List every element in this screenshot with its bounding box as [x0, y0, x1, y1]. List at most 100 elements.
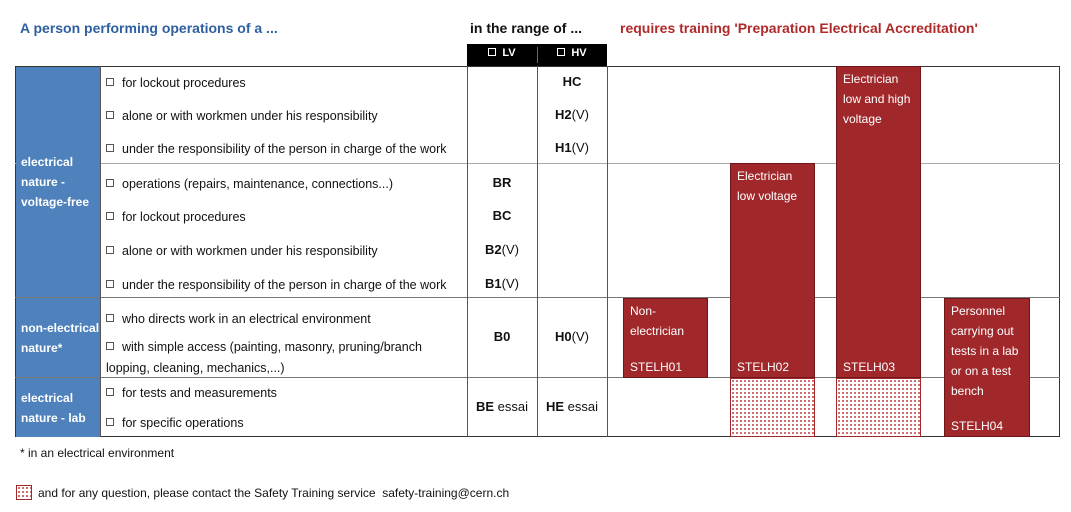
range-divider	[537, 47, 538, 63]
code-cell: B2(V)	[467, 242, 537, 257]
group-cell: non-electrical nature*	[16, 298, 100, 377]
training-bar: Electrician low and high voltage STELH03	[836, 66, 921, 378]
group-label: electrical nature - lab	[21, 390, 86, 425]
code: B0	[493, 329, 511, 344]
code: B1	[485, 276, 502, 291]
footnote: * in an electrical environment	[20, 446, 175, 460]
range-label: LV	[502, 47, 516, 59]
column-line	[467, 66, 468, 437]
code: H1	[555, 140, 572, 155]
group-cell: electrical nature - voltage-free	[16, 67, 100, 297]
training-label: Non-electrician	[630, 304, 685, 338]
training-code: STELH02	[737, 360, 790, 374]
item-text: for specific operations	[122, 416, 244, 430]
code-suffix: essai	[497, 399, 529, 414]
item-text: for lockout procedures	[122, 76, 246, 90]
item: with simple access (painting, masonry, p…	[106, 337, 458, 379]
training-label: Personnel carrying out tests in a lab or…	[951, 304, 1019, 398]
code-suffix: (V)	[571, 140, 589, 155]
item-text: under the responsibility of the person i…	[122, 142, 447, 156]
item-text: operations (repairs, maintenance, connec…	[122, 177, 393, 191]
item-text: who directs work in an electrical enviro…	[122, 312, 371, 326]
header-training: requires training 'Preparation Electrica…	[620, 20, 978, 36]
item-text: alone or with workmen under his responsi…	[122, 244, 378, 258]
group-label: electrical nature - voltage-free	[21, 155, 90, 209]
code-cell: HC	[537, 74, 607, 89]
checkbox	[106, 212, 114, 220]
training-bar: Electrician low voltage STELH02	[730, 163, 815, 378]
code-suffix: essai	[567, 399, 599, 414]
code-suffix: (V)	[571, 329, 589, 344]
contact-line: and for any question, please contact the…	[38, 486, 509, 500]
item: alone or with workmen under his responsi…	[106, 106, 458, 127]
column-line	[537, 66, 538, 437]
item: for tests and measurements	[106, 383, 458, 404]
training-bar: Personnel carrying out tests in a lab or…	[944, 298, 1030, 437]
item: who directs work in an electrical enviro…	[106, 309, 458, 330]
code: B2	[485, 242, 502, 257]
range-label: HV	[571, 47, 587, 59]
pattern-legend	[16, 485, 32, 500]
checkbox	[488, 48, 497, 56]
code-cell: H2(V)	[537, 107, 607, 122]
item-text: for tests and measurements	[122, 386, 277, 400]
column-line	[100, 66, 101, 437]
header-left: A person performing operations of a ...	[20, 20, 278, 36]
item-text: with simple access (painting, masonry, p…	[106, 340, 422, 375]
training-code: STELH04	[951, 419, 1004, 433]
item-text: under the responsibility of the person i…	[122, 278, 447, 292]
checkbox	[106, 179, 114, 187]
item: under the responsibility of the person i…	[106, 139, 458, 160]
checkbox	[106, 314, 114, 322]
code: HC	[562, 74, 582, 89]
code: H0	[555, 329, 572, 344]
code-suffix: (V)	[501, 242, 519, 257]
item: for lockout procedures	[106, 73, 458, 94]
code-suffix: (V)	[571, 107, 589, 122]
group-cell: electrical nature - lab	[16, 378, 100, 437]
item: operations (repairs, maintenance, connec…	[106, 174, 458, 195]
code: BE	[475, 399, 495, 414]
group-label: non-electrical nature*	[21, 320, 100, 355]
code-cell: B1(V)	[467, 276, 537, 291]
pattern-cell	[730, 378, 815, 437]
code-suffix: (V)	[501, 276, 519, 291]
checkbox	[106, 246, 114, 254]
item: alone or with workmen under his responsi…	[106, 241, 458, 262]
item-text: alone or with workmen under his responsi…	[122, 109, 378, 123]
checkbox	[106, 342, 114, 350]
contact-text: and for any question, please contact the…	[38, 486, 376, 500]
item: for lockout procedures	[106, 207, 458, 228]
checkbox	[106, 111, 114, 119]
code: BC	[492, 208, 512, 223]
training-code: STELH03	[843, 360, 896, 374]
code-cell: H1(V)	[537, 140, 607, 155]
code-cell: BR	[467, 175, 537, 190]
training-label: Electrician low voltage	[737, 169, 798, 203]
column-line	[607, 66, 608, 437]
checkbox	[106, 280, 114, 288]
range-header: LV	[467, 47, 537, 59]
code-cell: BC	[467, 208, 537, 223]
item-text: for lockout procedures	[122, 210, 246, 224]
checkbox	[106, 388, 114, 396]
code-cell: B0	[467, 329, 537, 344]
checkbox	[106, 418, 114, 426]
code: HE	[545, 399, 565, 414]
code: H2	[555, 107, 572, 122]
item: under the responsibility of the person i…	[106, 275, 458, 296]
checkbox	[106, 78, 114, 86]
training-bar: Non-electrician STELH01	[623, 298, 708, 378]
code-cell: BE essai	[467, 399, 537, 414]
code-cell: H0(V)	[537, 329, 607, 344]
training-code: STELH01	[630, 360, 683, 374]
item: for specific operations	[106, 413, 458, 434]
training-label: Electrician low and high voltage	[843, 72, 911, 126]
header-range: in the range of ...	[470, 20, 583, 36]
checkbox	[106, 144, 114, 152]
checkbox	[557, 48, 566, 56]
contact-email[interactable]: safety-training@cern.ch	[382, 486, 510, 500]
code: BR	[492, 175, 512, 190]
pattern-cell	[836, 378, 921, 437]
